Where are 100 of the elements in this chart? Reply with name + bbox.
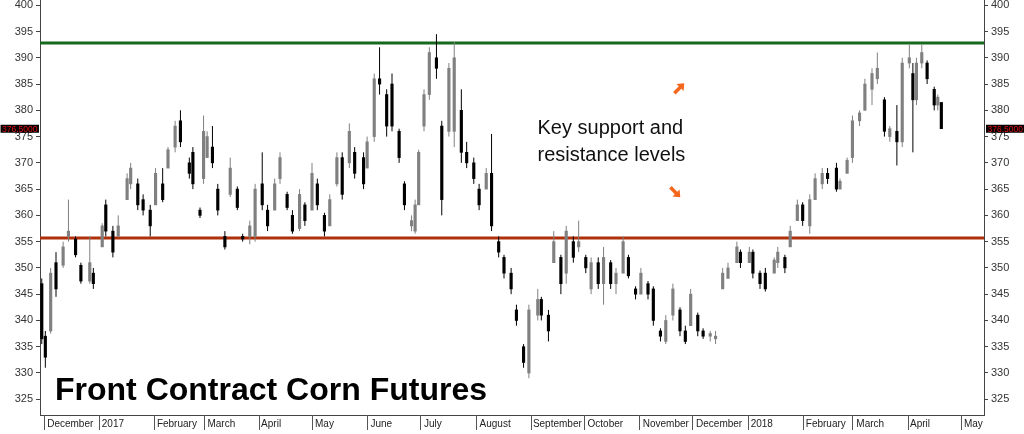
y2-tick-label: 350: [991, 260, 1010, 273]
candlestick: [678, 306, 682, 337]
candlestick: [315, 178, 319, 211]
candlestick: [920, 44, 924, 69]
candlestick: [173, 120, 177, 153]
candlestick: [265, 204, 270, 232]
candlestick: [91, 267, 95, 290]
y-tick-label: 350: [14, 260, 33, 273]
y-tick-label: 365: [14, 182, 33, 195]
y-tick-label: 380: [14, 103, 33, 116]
x-tick-label: November: [642, 417, 690, 429]
y2-tick-label: 365: [991, 182, 1010, 195]
candlestick: [141, 193, 145, 216]
candlestick: [216, 183, 220, 216]
y-tick-label: 325: [14, 392, 33, 405]
y2-tick-label: 345: [991, 287, 1010, 300]
candlestick: [278, 151, 282, 185]
y2-tick-label: 340: [991, 313, 1010, 326]
x-tick-label: February: [805, 417, 846, 429]
y-tick-label: 360: [14, 208, 33, 221]
candlestick: [514, 304, 519, 327]
candlestick: [477, 183, 481, 211]
candlestick: [116, 214, 120, 237]
candlestick: [539, 296, 543, 321]
y-tick-label: 400: [14, 0, 33, 11]
candlestick: [285, 191, 289, 211]
candlestick: [546, 309, 551, 342]
candlestick: [552, 230, 556, 264]
candlestick: [111, 225, 115, 258]
x-tick-label: July: [423, 417, 442, 429]
candlestick: [783, 254, 787, 274]
candlestick: [210, 125, 215, 169]
candlestick: [626, 254, 631, 279]
candlestick: [735, 241, 739, 264]
candlestick: [596, 256, 600, 290]
candlestick: [303, 201, 307, 227]
candlestick: [758, 270, 762, 290]
x-tick-label: June: [370, 417, 393, 429]
y-tick-label: 390: [14, 50, 33, 63]
y-tick-label: 330: [14, 366, 33, 379]
y2-tick-label: 385: [991, 77, 1010, 90]
candlestick: [925, 59, 929, 85]
candlestick: [932, 86, 936, 111]
x-tick-label: December: [47, 417, 94, 429]
x-tick-label: 2018: [750, 417, 774, 429]
annotation: Key support and resistance levels: [537, 115, 686, 165]
y-tick-label: 370: [14, 155, 33, 168]
y-tick-label: 385: [14, 77, 33, 90]
candlestick: [73, 235, 78, 258]
candlestick: [907, 44, 911, 69]
y-tick-label: 340: [14, 313, 33, 326]
candlestick: [402, 180, 407, 211]
candlestick: [260, 151, 264, 211]
candlestick: [502, 254, 506, 279]
candlestick: [738, 249, 743, 269]
y-tick-label: 335: [14, 339, 33, 352]
candlestick: [434, 33, 439, 80]
candlestick: [721, 267, 725, 290]
y2-tick-label: 370: [991, 155, 1010, 168]
x-tick-label: October: [587, 417, 624, 429]
y2-tick-label: 400: [991, 0, 1010, 11]
text: Front Contract Corn Futures: [55, 371, 487, 407]
y2-tick-label: 395: [991, 24, 1010, 37]
candlestick: [788, 225, 792, 248]
x-tick-label: September: [532, 417, 583, 429]
candlestick: [66, 199, 71, 243]
candlestick: [801, 201, 805, 227]
candlestick: [79, 262, 83, 285]
candlestick: [248, 220, 252, 245]
candlestick: [377, 46, 382, 96]
candlestick: [701, 327, 705, 340]
candlestick: [875, 52, 879, 85]
candlestick: [136, 178, 140, 211]
candlestick: [472, 157, 476, 185]
y2-tick-label: 335: [991, 339, 1010, 352]
y-tick-label: 345: [14, 287, 33, 300]
y2-tick-label: 390: [991, 50, 1010, 63]
candlestick: [509, 267, 513, 295]
candlestick: [614, 267, 618, 295]
x-tick-label: March: [856, 417, 885, 429]
candlestick: [795, 199, 799, 222]
candlestick: [223, 230, 227, 251]
candlestick: [571, 235, 575, 264]
candlestick: [870, 67, 874, 106]
y2-tick-label: 330: [991, 366, 1010, 379]
candlestick: [639, 267, 643, 295]
candlestick: [497, 235, 501, 258]
candlestick: [536, 288, 540, 321]
candlestick: [584, 254, 588, 274]
candlestick: [353, 146, 357, 180]
x-tick-label: 2017: [101, 417, 125, 429]
candlestick: [322, 212, 327, 237]
candlestick: [646, 280, 650, 300]
candlestick: [895, 104, 899, 166]
candlestick: [148, 204, 152, 237]
candlestick: [664, 314, 668, 345]
candlestick: [235, 185, 239, 211]
x-tick-label: March: [207, 417, 236, 429]
candlestick: [465, 141, 469, 169]
x-tick-label: April: [909, 417, 931, 429]
